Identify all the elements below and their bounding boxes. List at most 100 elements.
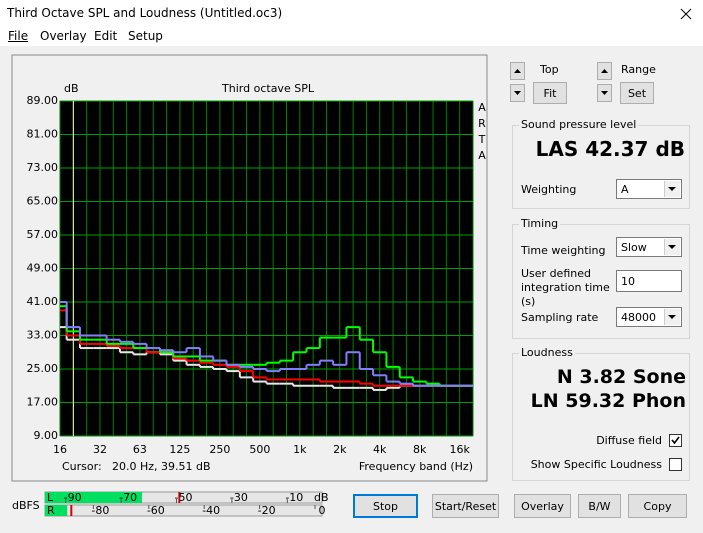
y-tick-label: 73.00 xyxy=(27,161,59,174)
loudness-n: N 3.82 Sone xyxy=(556,366,686,388)
x-tick-label: 4k xyxy=(373,443,387,456)
x-axis-label: Frequency band (Hz) xyxy=(359,460,473,473)
cursor-value: 20.0 Hz, 39.51 dB xyxy=(112,460,211,473)
top-label: Top xyxy=(540,63,559,76)
meter-tick-label: -70 xyxy=(119,491,137,504)
spin-arrow xyxy=(514,91,521,95)
check-mark xyxy=(671,436,680,445)
x-tick-label: 32 xyxy=(93,443,107,456)
y-tick-label: 49.00 xyxy=(27,262,59,275)
x-tick-label: 250 xyxy=(209,443,230,456)
loudness-group: Loudness xyxy=(512,346,690,481)
integration-label: User defined integration time (s) xyxy=(521,267,610,308)
x-tick-label: 2k xyxy=(333,443,347,456)
x-tick-label: 1k xyxy=(293,443,307,456)
meter-tick-label: -60 xyxy=(147,504,165,517)
y-tick-label: 89.00 xyxy=(27,94,59,107)
meter-tick-label: 0 xyxy=(319,504,326,517)
title-bar xyxy=(0,0,703,28)
y-tick-label: 81.00 xyxy=(27,128,59,141)
select-arrow[interactable] xyxy=(664,181,680,197)
meter-tick-label: -40 xyxy=(202,504,220,517)
overlay-button[interactable]: Overlay xyxy=(514,494,571,518)
meter-tick-label: -10 xyxy=(285,491,303,504)
integration-input[interactable]: 10 xyxy=(616,270,682,292)
time-weighting-label: Time weighting xyxy=(521,244,606,257)
specific-checkbox[interactable] xyxy=(669,458,682,471)
loudness-ln: LN 59.32 Phon xyxy=(530,390,686,412)
meter-tick-label: -80 xyxy=(91,504,109,517)
x-tick-label: 16k xyxy=(449,443,470,456)
timing-group: Timing xyxy=(512,217,690,339)
diffuse-label: Diffuse field xyxy=(596,434,662,447)
sampling-select[interactable]: 48000 xyxy=(616,307,682,327)
cursor-label: Cursor: xyxy=(62,460,102,473)
select-value: Slow xyxy=(621,240,647,254)
meter-channel: R xyxy=(47,504,55,517)
diffuse-checkbox[interactable] xyxy=(669,434,682,447)
top-down[interactable] xyxy=(510,84,525,102)
meter-channel: L xyxy=(47,491,54,504)
y-tick-label: 33.00 xyxy=(27,329,59,342)
y-unit: dB xyxy=(64,82,79,95)
bw-button[interactable]: B/W xyxy=(578,494,621,518)
menu-item[interactable]: File xyxy=(8,29,29,43)
range-label: Range xyxy=(621,63,656,76)
spl-group: Sound pressure level xyxy=(512,118,690,209)
select-value: 48000 xyxy=(621,310,656,324)
arrow-icon xyxy=(668,245,676,249)
menu-item[interactable]: Edit xyxy=(94,29,118,43)
stop-button[interactable]: Stop xyxy=(353,494,418,518)
weighting-label: Weighting xyxy=(521,183,577,196)
spl-reading: LAS 42.37 dB xyxy=(535,137,685,161)
weighting-select[interactable]: A xyxy=(616,179,682,199)
x-tick-label: 16 xyxy=(53,443,67,456)
arrow-icon xyxy=(668,187,676,191)
select-arrow[interactable] xyxy=(664,309,680,325)
y-tick-label: 57.00 xyxy=(27,228,59,241)
window-title: Third Octave SPL and Loudness (Untitled.… xyxy=(7,6,283,20)
fit-button[interactable]: Fit xyxy=(533,82,567,104)
close-button[interactable] xyxy=(676,4,696,24)
select-value: A xyxy=(621,182,629,196)
y-tick-label: 41.00 xyxy=(27,295,59,308)
set-button[interactable]: Set xyxy=(620,82,654,104)
group-title: Sound pressure level xyxy=(519,118,639,131)
y-tick-label: 25.00 xyxy=(27,362,59,375)
menu-bar xyxy=(0,28,703,46)
y-tick-label: 17.00 xyxy=(27,396,59,409)
select-arrow[interactable] xyxy=(664,239,680,255)
sampling-label: Sampling rate xyxy=(521,311,599,324)
range-up[interactable] xyxy=(597,62,612,80)
range-down[interactable] xyxy=(597,84,612,102)
x-tick-label: 500 xyxy=(249,443,270,456)
meter-level xyxy=(45,492,142,503)
start-reset-button[interactable]: Start/Reset xyxy=(432,494,499,518)
menu-item[interactable]: Overlay xyxy=(40,29,87,43)
meter-unit: dB xyxy=(314,491,329,504)
y-tick-label: 9.00 xyxy=(34,429,59,442)
menu-item[interactable]: Setup xyxy=(128,29,163,43)
chart-title: Third octave SPL xyxy=(221,82,315,95)
input-value: 10 xyxy=(621,274,635,288)
top-up[interactable] xyxy=(510,62,525,80)
x-tick-label: 8k xyxy=(413,443,427,456)
specific-label: Show Specific Loudness xyxy=(530,458,662,471)
spin-arrow xyxy=(601,69,608,73)
x-tick-label: 63 xyxy=(133,443,147,456)
arrow-icon xyxy=(668,315,676,319)
meter-tick-label: -50 xyxy=(175,491,193,504)
meter-tick-label: -30 xyxy=(230,491,248,504)
spin-arrow xyxy=(601,91,608,95)
group-title: Timing xyxy=(519,217,561,230)
spin-arrow xyxy=(514,69,521,73)
group-title: Loudness xyxy=(519,346,575,359)
time-weighting-select[interactable]: Slow xyxy=(616,237,682,257)
meter-tick-label: -20 xyxy=(258,504,276,517)
meter-level xyxy=(45,505,68,516)
x-tick-label: 125 xyxy=(169,443,190,456)
copy-button[interactable]: Copy xyxy=(628,494,687,518)
